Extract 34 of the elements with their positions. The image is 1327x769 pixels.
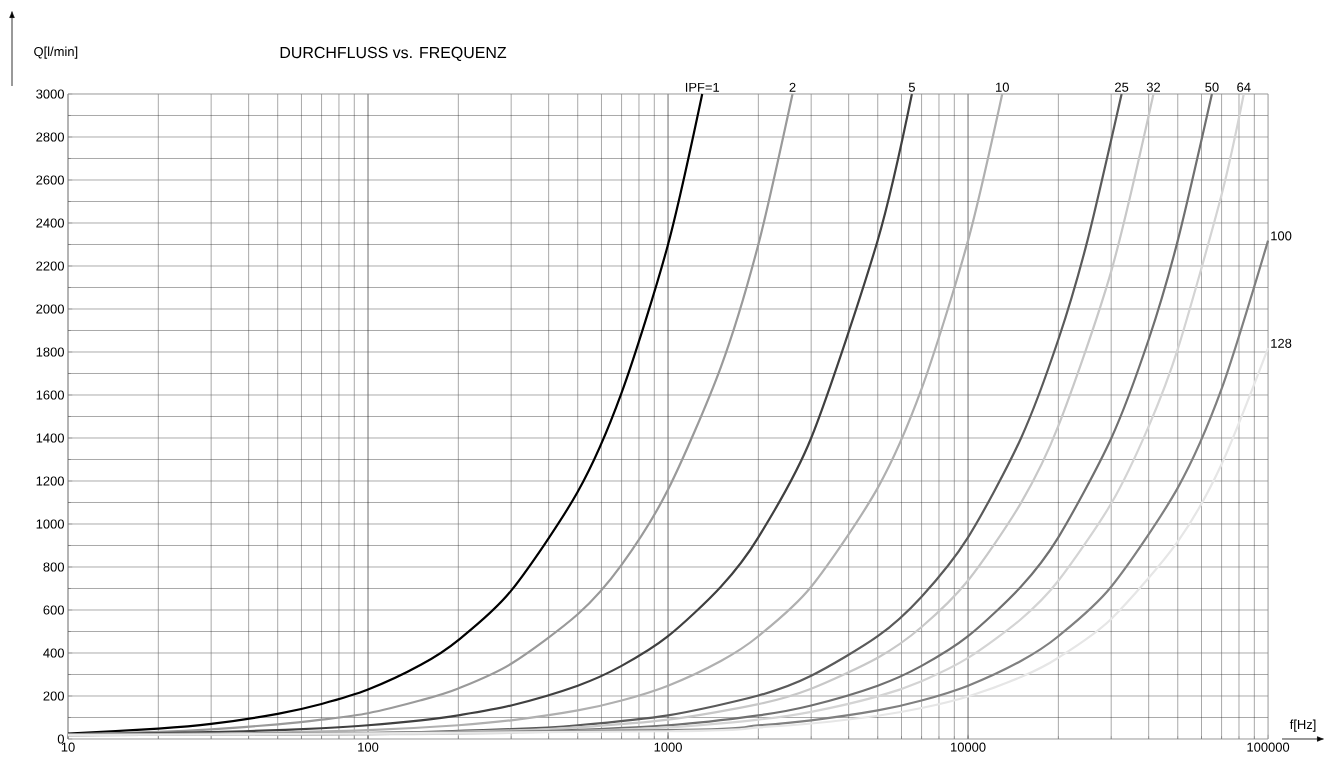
y-axis-title: Q[l/min] [34,46,78,59]
series-label: 50 [1205,82,1219,92]
x-tick-label: 1000 [654,742,682,752]
y-tick-label: 1000 [36,519,64,529]
y-tick-label: 1600 [36,390,64,400]
y-tick-label: 1200 [36,476,64,486]
y-tick-label: 200 [43,691,64,701]
y-tick-label: 1800 [36,347,64,357]
y-tick-label: 2800 [36,132,64,142]
x-tick-label: 100000 [1247,742,1290,752]
series-label: 25 [1115,82,1129,92]
series-label: IPF=1 [685,82,720,92]
series-label: 128 [1271,338,1292,348]
series-label: 2 [789,82,796,92]
y-tick-label: 2200 [36,261,64,271]
series-label: 64 [1237,82,1251,92]
y-tick-label: 3000 [36,89,64,99]
series-label: 100 [1271,231,1292,241]
x-tick-label: 10000 [951,742,986,752]
series-label: 10 [996,82,1009,92]
y-tick-label: 0 [57,734,64,744]
y-tick-label: 600 [43,605,64,615]
y-tick-label: 2000 [36,304,64,314]
series-label: 32 [1146,82,1161,92]
series-label: 5 [908,82,915,92]
x-axis-title: f[Hz] [1289,719,1316,732]
y-tick-label: 800 [43,562,64,572]
chart-title: DURCHFLUSS vs. FREQUENZ [280,46,507,62]
y-tick-label: 2600 [36,175,64,185]
y-tick-label: 2400 [36,218,64,228]
x-tick-label: 10 [61,742,75,752]
y-tick-label: 400 [43,648,64,658]
y-tick-label: 1400 [36,433,64,443]
x-tick-label: 100 [358,742,379,752]
